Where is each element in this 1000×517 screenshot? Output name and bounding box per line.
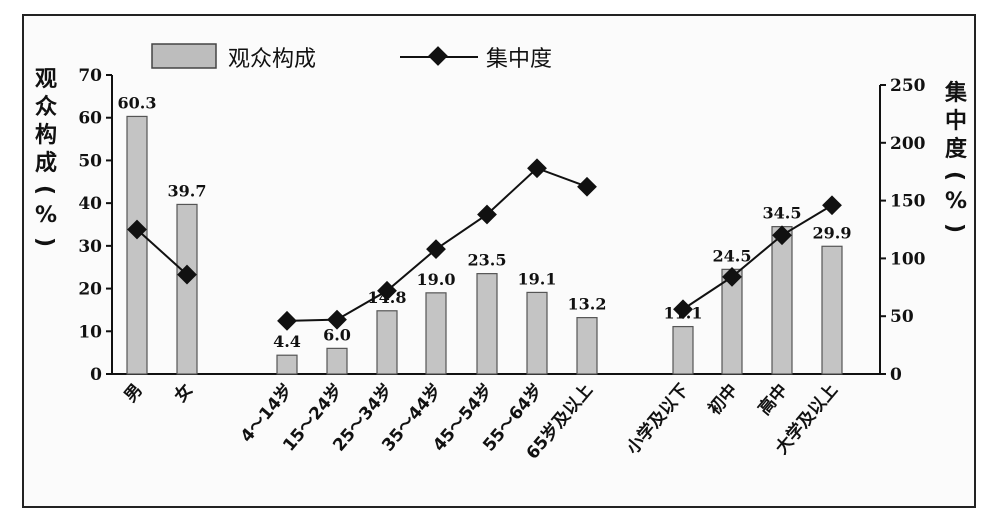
y-left-tick-label: 20 bbox=[78, 280, 102, 300]
series-line bbox=[127, 158, 842, 331]
y-axis-right-title-char: ) bbox=[942, 223, 967, 233]
series-point bbox=[327, 309, 347, 330]
bar-data-label: 34.5 bbox=[763, 204, 802, 223]
bar-data-label: 23.5 bbox=[468, 251, 507, 270]
bar bbox=[276, 354, 298, 375]
series-line-segment bbox=[136, 228, 188, 276]
axes: 010203040506070050100150200250观众构成(%)集中度… bbox=[32, 66, 968, 385]
y-right-tick-label: 50 bbox=[890, 307, 914, 327]
y-right-tick-label: 100 bbox=[890, 249, 926, 269]
bar bbox=[576, 317, 598, 375]
y-left-tick-label: 60 bbox=[78, 109, 102, 129]
y-left-tick-label: 0 bbox=[90, 365, 102, 385]
y-axis-left-title-char: ( bbox=[32, 185, 57, 195]
bar-data-label: 19.1 bbox=[518, 269, 557, 288]
series-line-segment bbox=[682, 204, 833, 311]
bar-data-label: 19.0 bbox=[417, 270, 456, 289]
legend-line-label: 集中度 bbox=[486, 47, 552, 72]
bar-data-label: 14.8 bbox=[368, 288, 407, 307]
y-axis-left-title: 观众构成 (%) bbox=[32, 67, 57, 247]
series-point bbox=[673, 299, 693, 320]
bar bbox=[672, 325, 694, 375]
series-point bbox=[127, 219, 147, 240]
bar-data-label: 29.9 bbox=[813, 223, 852, 242]
y-axis-left-title-char: 观 bbox=[35, 67, 57, 92]
bar-data-label: 6.0 bbox=[323, 325, 351, 344]
y-axis-left-title-char: 众 bbox=[35, 95, 57, 120]
x-category-label: 初中 bbox=[704, 380, 742, 420]
x-category-label: 女 bbox=[170, 380, 197, 407]
y-axis-right-title-char: ( bbox=[942, 171, 967, 181]
y-axis-right-title-char: 中 bbox=[945, 109, 967, 134]
bar bbox=[425, 292, 447, 375]
series-point bbox=[377, 280, 397, 301]
series-point bbox=[426, 239, 446, 260]
series-point bbox=[477, 204, 497, 225]
y-right-tick-label: 250 bbox=[890, 76, 926, 96]
y-axis-right-title: 集中度 (%) bbox=[942, 80, 968, 233]
legend-bar-label: 观众构成 bbox=[228, 47, 316, 72]
y-axis-left-title-char: 成 bbox=[35, 151, 57, 176]
y-axis-right-title-char: 集 bbox=[944, 80, 968, 106]
y-axis-left-title-char: % bbox=[35, 203, 57, 228]
bar-data-label: 39.7 bbox=[168, 181, 207, 200]
y-axis-left-title-char: ) bbox=[32, 237, 57, 247]
legend: 观众构成 集中度 bbox=[151, 43, 552, 72]
bar bbox=[376, 310, 398, 375]
y-left-tick-label: 50 bbox=[78, 151, 102, 171]
y-left-tick-label: 30 bbox=[78, 237, 102, 257]
legend-bar-swatch bbox=[151, 43, 217, 69]
x-category-label: 男 bbox=[121, 380, 147, 406]
y-left-tick-label: 40 bbox=[78, 194, 102, 214]
bar bbox=[176, 203, 198, 375]
series-point bbox=[822, 195, 842, 216]
bar bbox=[326, 347, 348, 375]
bar-data-label: 60.3 bbox=[118, 93, 157, 112]
y-axis-right-title-char: 度 bbox=[945, 136, 968, 162]
bars bbox=[126, 115, 843, 375]
bar bbox=[821, 245, 843, 375]
y-right-tick-label: 200 bbox=[890, 134, 926, 154]
bar bbox=[526, 291, 548, 375]
y-right-tick-label: 0 bbox=[890, 365, 902, 385]
bar bbox=[771, 226, 793, 375]
y-left-tick-label: 10 bbox=[78, 322, 102, 342]
y-right-tick-label: 150 bbox=[890, 192, 926, 212]
y-left-tick-label: 70 bbox=[78, 66, 102, 86]
series-point bbox=[277, 310, 297, 331]
y-axis-right-title-char: % bbox=[945, 189, 967, 214]
bar-data-label: 4.4 bbox=[273, 332, 301, 351]
bar bbox=[126, 115, 148, 375]
series-point bbox=[722, 266, 742, 287]
bar-data-label: 24.5 bbox=[713, 246, 752, 265]
x-category-label: 小学及以下 bbox=[622, 380, 693, 459]
bar-data-label: 11.1 bbox=[664, 304, 703, 323]
series-point bbox=[577, 176, 597, 197]
y-axis-left-title-char: 构 bbox=[35, 122, 57, 148]
legend-line-marker bbox=[428, 46, 448, 66]
x-category-label: 高中 bbox=[754, 380, 792, 420]
series-point bbox=[177, 264, 197, 285]
bar bbox=[476, 273, 498, 375]
bar-data-label: 13.2 bbox=[568, 295, 607, 314]
